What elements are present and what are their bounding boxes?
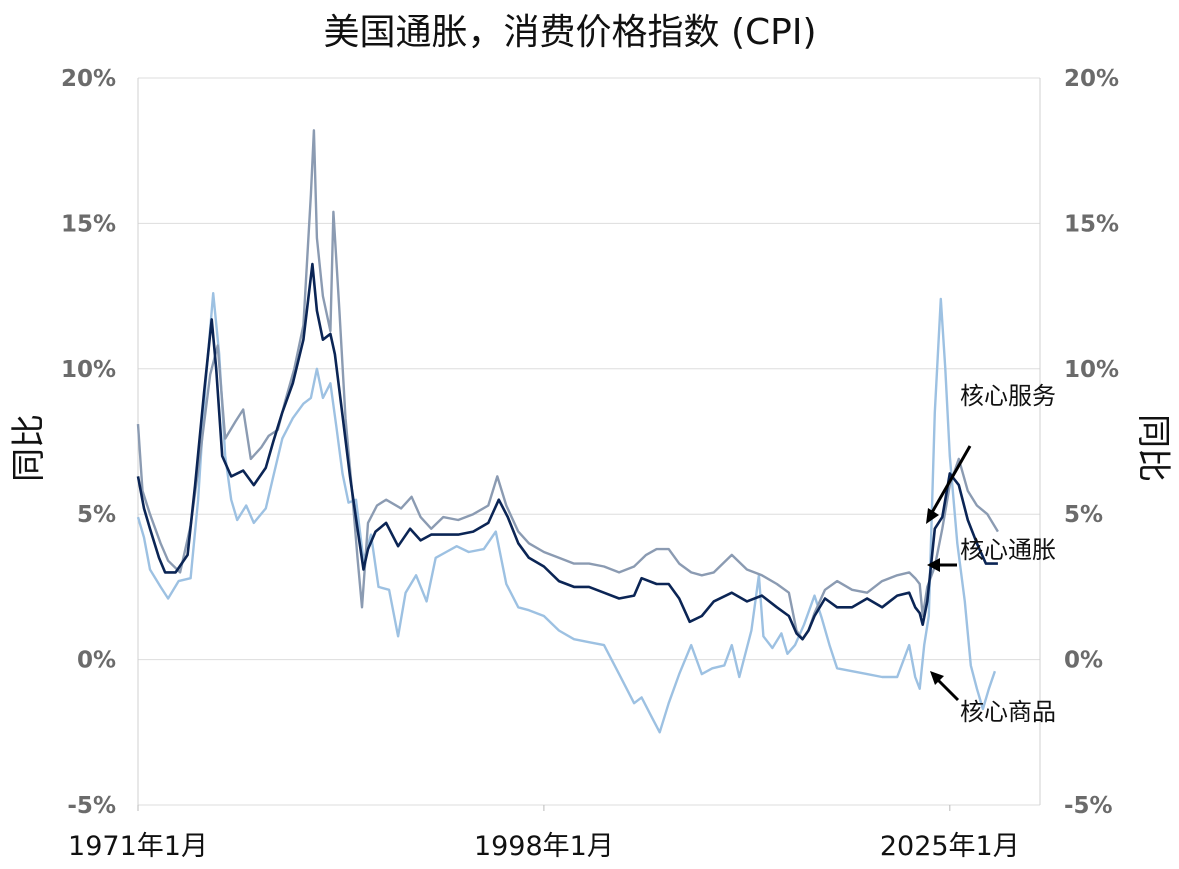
y-tick-label-left: 5% bbox=[77, 502, 116, 528]
y-tick-label-right: 0% bbox=[1064, 648, 1103, 674]
x-tick-labels: 1971年1月 1998年1月 2025年1月 bbox=[68, 805, 1020, 862]
series-core-services-line bbox=[136, 129, 999, 641]
y-tick-label-right: 20% bbox=[1064, 66, 1119, 92]
y-tick-label-left: 20% bbox=[61, 66, 116, 92]
series-core-inflation-line bbox=[136, 262, 998, 641]
annotation-core-goods: 核心商品 bbox=[960, 698, 1056, 726]
gridlines bbox=[138, 77, 1040, 806]
x-tick-label: 2025年1月 bbox=[880, 831, 1020, 862]
y-tick-label-left: -5% bbox=[67, 793, 116, 819]
x-tick-label: 1998年1月 bbox=[474, 831, 614, 862]
y-axis-label-left: 同比 bbox=[9, 414, 49, 482]
y-tick-label-right: 5% bbox=[1064, 502, 1103, 528]
annotation-core-inflation: 核心通胀 bbox=[960, 536, 1056, 564]
annotations: 核心服务 核心通胀 核心商品 bbox=[926, 382, 1056, 726]
y-tick-label-right: 10% bbox=[1064, 357, 1119, 383]
arrowhead-core-inflation bbox=[927, 558, 940, 572]
chart-title: 美国通胀，消费价格指数 (CPI) bbox=[324, 12, 817, 53]
series-lines bbox=[136, 129, 999, 734]
y-tick-label-left: 15% bbox=[61, 211, 116, 237]
y-tick-labels: -5% -5% 0% 0% 5% 5% 10% 10% 15% 15% 20% 20% bbox=[61, 66, 1119, 819]
y-axis-label-right: 同比 bbox=[1133, 414, 1173, 482]
x-tick-label: 1971年1月 bbox=[68, 831, 208, 862]
arrowhead-core-goods bbox=[930, 671, 944, 685]
arrow-core-services bbox=[928, 445, 972, 517]
series-core-goods-line bbox=[136, 292, 997, 734]
y-tick-label-right: 15% bbox=[1064, 211, 1119, 237]
annotation-core-services: 核心服务 bbox=[960, 382, 1056, 410]
arrow-core-goods bbox=[935, 677, 960, 702]
arrowhead-core-services bbox=[926, 508, 939, 524]
y-tick-label-left: 10% bbox=[61, 357, 116, 383]
y-tick-label-right: -5% bbox=[1064, 793, 1113, 819]
y-tick-label-left: 0% bbox=[77, 648, 116, 674]
